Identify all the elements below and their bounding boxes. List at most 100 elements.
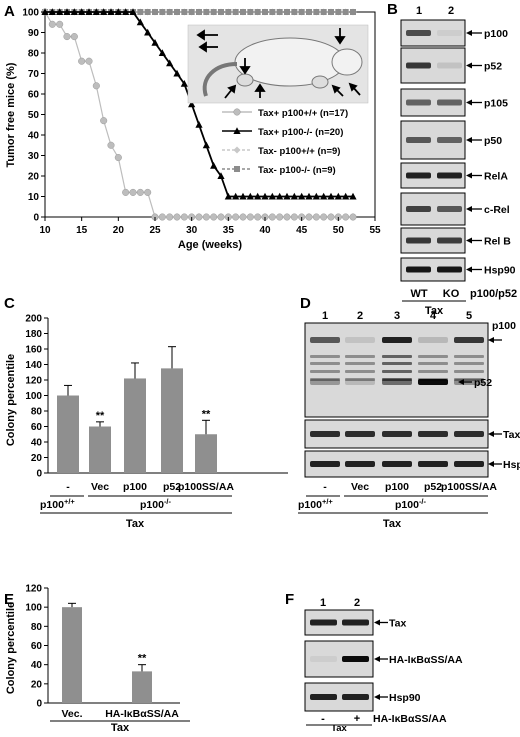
band-lane-2 — [437, 237, 462, 244]
band-lane-2 — [437, 137, 462, 143]
arrow-icon — [488, 431, 494, 437]
band-label: Hsp90 — [503, 459, 520, 471]
y-tick-label: 80 — [31, 622, 43, 633]
y-tick-label: 60 — [28, 90, 40, 101]
band-lane-1 — [406, 266, 431, 273]
data-point — [173, 69, 181, 77]
y-tick-label: 10 — [28, 192, 40, 203]
data-point — [188, 9, 195, 15]
category-label: p100 — [123, 481, 147, 493]
band-lane-1 — [406, 206, 431, 212]
band-label: HA-IκBαSS/AA — [389, 654, 463, 666]
data-point — [202, 141, 210, 149]
band-tax — [454, 431, 484, 437]
data-point — [254, 9, 261, 15]
treatment-label: HA-IκBαSS/AA — [373, 713, 447, 725]
data-point — [305, 213, 313, 221]
panel-letter-a: A — [4, 3, 15, 20]
treatment-sign: + — [354, 713, 360, 725]
data-point — [195, 120, 203, 128]
arrow-icon — [488, 337, 494, 343]
band-minor — [345, 355, 375, 358]
data-point — [151, 38, 159, 46]
band-p100 — [454, 337, 484, 343]
data-point — [247, 9, 254, 15]
band-minor — [310, 355, 340, 358]
data-point — [320, 9, 327, 15]
group-label: p100+/+ — [298, 497, 333, 511]
data-point — [305, 192, 313, 200]
data-point — [254, 192, 262, 200]
data-point — [144, 9, 151, 15]
band-label: Hsp90 — [484, 265, 516, 277]
y-axis-label: Colony percentile — [5, 602, 17, 694]
legend-marker — [233, 146, 241, 154]
band-minor — [345, 370, 375, 373]
genotype-label: KO — [443, 288, 460, 300]
data-point — [350, 9, 356, 15]
data-point — [92, 8, 100, 15]
band-lane-2 — [437, 266, 462, 273]
data-point — [261, 192, 269, 200]
significance-marker: ** — [202, 408, 211, 420]
data-point — [136, 18, 144, 26]
band-label: RelA — [484, 171, 508, 183]
panel-letter-b: B — [387, 1, 398, 18]
lane-label: Vec — [351, 481, 369, 493]
data-point — [290, 192, 298, 200]
band-minor — [310, 370, 340, 373]
genotype-label: WT — [410, 288, 427, 300]
x-tick-label: 10 — [39, 225, 51, 236]
data-point — [144, 28, 152, 36]
band-minor — [418, 370, 448, 373]
band-tax — [345, 431, 375, 437]
y-tick-label: 20 — [28, 172, 40, 183]
data-point — [173, 213, 181, 221]
data-point — [166, 213, 174, 221]
data-point — [246, 213, 254, 221]
band-tax — [382, 431, 412, 437]
band-minor — [382, 355, 412, 358]
data-point — [56, 8, 64, 15]
band-minor — [382, 370, 412, 373]
arrow-icon — [466, 137, 472, 143]
x-tick-label: 30 — [186, 225, 198, 236]
band-label: c-Rel — [484, 204, 510, 216]
data-point — [240, 9, 246, 15]
lane-number: 1 — [322, 310, 328, 322]
data-point — [284, 9, 290, 15]
arrow-icon — [488, 461, 494, 467]
data-point — [312, 213, 320, 221]
lane-label: p100SS/AA — [441, 481, 497, 493]
data-point — [283, 192, 291, 200]
band-p52 — [418, 379, 448, 385]
data-point — [114, 154, 122, 162]
data-point — [232, 9, 239, 15]
band-lane-1 — [406, 237, 431, 244]
band-minor — [418, 355, 448, 358]
y-tick-label: 40 — [31, 438, 43, 449]
lane-number: 5 — [466, 310, 472, 322]
band-lane-2 — [342, 694, 369, 700]
data-point — [283, 213, 291, 221]
data-point — [136, 188, 144, 196]
condition-label: Tax — [331, 723, 347, 732]
x-axis-label: Age (weeks) — [178, 239, 243, 251]
band-lane-1 — [406, 172, 431, 179]
band-tax — [418, 431, 448, 437]
x-tick-label: 15 — [76, 225, 88, 236]
data-point — [232, 192, 240, 200]
condition-label: Tax — [126, 518, 145, 530]
data-point — [166, 9, 173, 15]
legend-label: Tax+ p100-/- (n=20) — [258, 127, 343, 138]
y-tick-label: 0 — [36, 469, 42, 480]
y-axis-label: Tumor free mice (%) — [5, 62, 17, 167]
band-label: Tax — [503, 429, 520, 441]
data-point — [269, 9, 276, 15]
category-label: - — [66, 481, 70, 493]
lane-number: 1 — [416, 5, 422, 17]
data-point — [195, 213, 203, 221]
data-point — [349, 213, 357, 221]
